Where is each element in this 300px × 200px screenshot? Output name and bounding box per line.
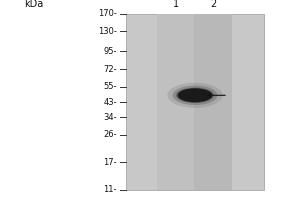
- Text: 170-: 170-: [98, 9, 117, 19]
- Text: 72-: 72-: [103, 65, 117, 74]
- Text: 26-: 26-: [103, 130, 117, 139]
- Text: 130-: 130-: [98, 27, 117, 36]
- Ellipse shape: [172, 85, 218, 105]
- Bar: [157, 14, 194, 190]
- Ellipse shape: [176, 88, 214, 103]
- Text: 2: 2: [210, 0, 216, 9]
- Text: 17-: 17-: [103, 158, 117, 167]
- Text: 1: 1: [172, 0, 179, 9]
- Bar: [126, 14, 264, 190]
- Bar: [194, 14, 232, 190]
- Ellipse shape: [178, 88, 212, 102]
- Text: kDa: kDa: [24, 0, 43, 9]
- Text: 95-: 95-: [103, 47, 117, 56]
- Text: 34-: 34-: [103, 113, 117, 122]
- Ellipse shape: [167, 83, 223, 108]
- Text: 43-: 43-: [103, 98, 117, 107]
- Text: 11-: 11-: [103, 186, 117, 194]
- Text: 55-: 55-: [103, 82, 117, 91]
